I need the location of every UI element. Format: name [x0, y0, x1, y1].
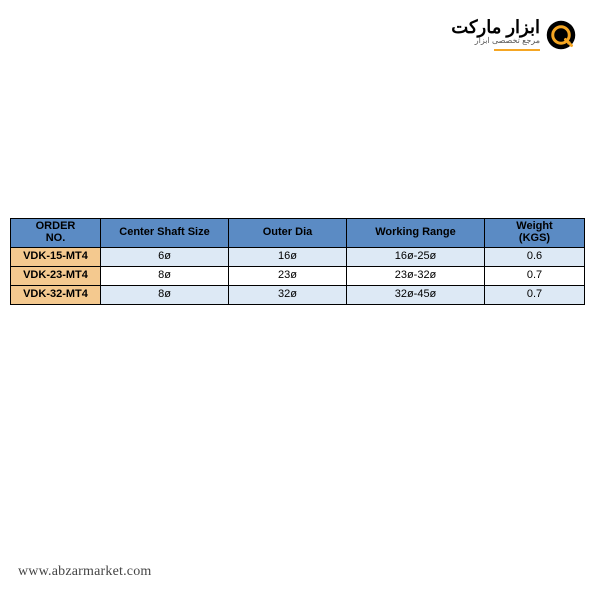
table-row: VDK-15-MT46ø16ø16ø-25ø0.6	[11, 248, 585, 267]
order-no-cell: VDK-15-MT4	[11, 248, 101, 267]
column-header: Outer Dia	[229, 219, 347, 248]
center-shaft-cell: 8ø	[101, 267, 229, 286]
table-header-row: ORDERNO.Center Shaft SizeOuter DiaWorkin…	[11, 219, 585, 248]
column-header: Center Shaft Size	[101, 219, 229, 248]
logo-underline	[494, 49, 540, 51]
table-row: VDK-23-MT48ø23ø23ø-32ø0.7	[11, 267, 585, 286]
logo-sub-text: مرجع تخصصی ابزار	[451, 36, 540, 48]
column-header: ORDERNO.	[11, 219, 101, 248]
outer-dia-cell: 32ø	[229, 286, 347, 305]
working-range-cell: 32ø-45ø	[347, 286, 485, 305]
logo-main-text: ابزار مارکت	[451, 18, 540, 36]
outer-dia-cell: 16ø	[229, 248, 347, 267]
column-header: Weight(KGS)	[485, 219, 585, 248]
working-range-cell: 16ø-25ø	[347, 248, 485, 267]
weight-cell: 0.6	[485, 248, 585, 267]
spec-table-container: ORDERNO.Center Shaft SizeOuter DiaWorkin…	[10, 218, 584, 305]
logo-text: ابزار مارکت مرجع تخصصی ابزار	[451, 18, 540, 51]
center-shaft-cell: 8ø	[101, 286, 229, 305]
table-row: VDK-32-MT48ø32ø32ø-45ø0.7	[11, 286, 585, 305]
outer-dia-cell: 23ø	[229, 267, 347, 286]
column-header: Working Range	[347, 219, 485, 248]
logo-icon	[546, 20, 576, 50]
footer-url: www.abzarmarket.com	[18, 564, 152, 580]
order-no-cell: VDK-23-MT4	[11, 267, 101, 286]
center-shaft-cell: 6ø	[101, 248, 229, 267]
order-no-cell: VDK-32-MT4	[11, 286, 101, 305]
spec-table: ORDERNO.Center Shaft SizeOuter DiaWorkin…	[10, 218, 585, 305]
weight-cell: 0.7	[485, 267, 585, 286]
working-range-cell: 23ø-32ø	[347, 267, 485, 286]
weight-cell: 0.7	[485, 286, 585, 305]
brand-logo: ابزار مارکت مرجع تخصصی ابزار	[451, 18, 576, 51]
